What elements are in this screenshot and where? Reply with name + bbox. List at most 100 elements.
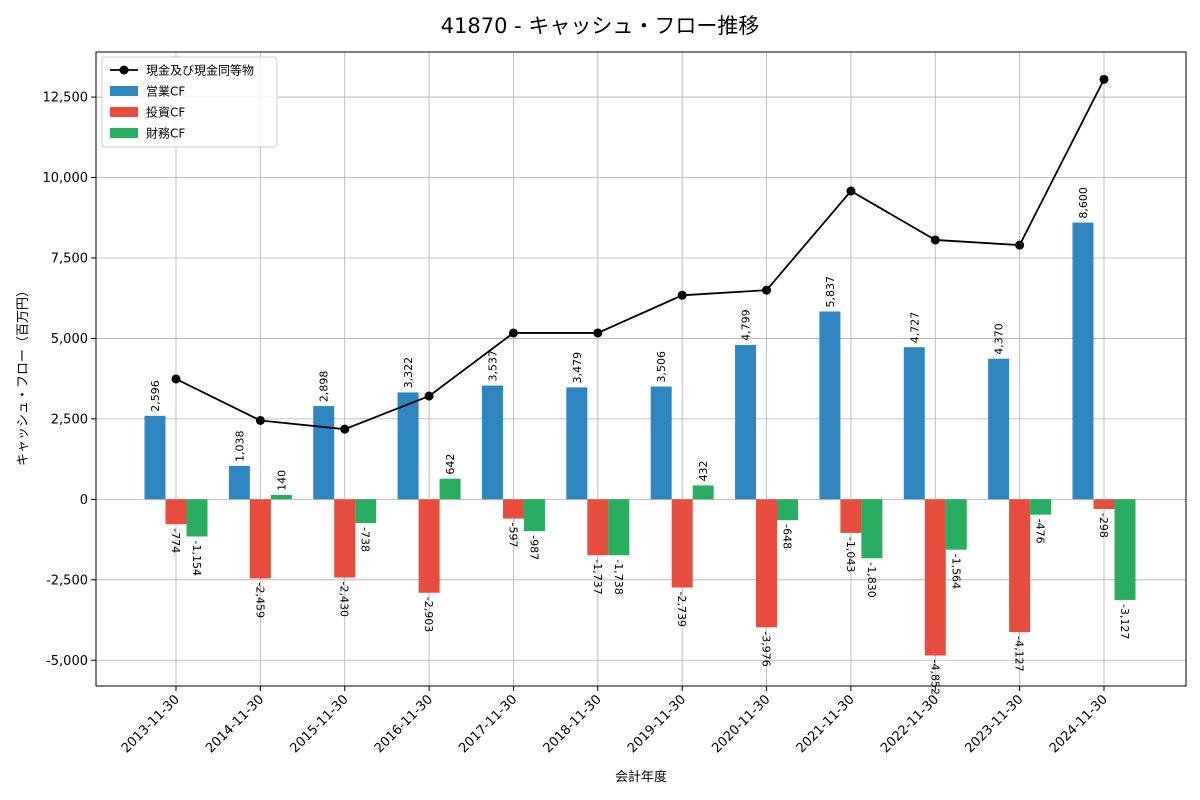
legend-bar-swatch [110,86,138,96]
bar-営業CF [903,347,925,500]
data-label: -1,738 [612,559,625,594]
data-label: -298 [1097,513,1110,538]
data-label: 5,837 [824,276,837,308]
legend-label: 現金及び現金同等物 [146,63,254,78]
bar-営業CF [1072,222,1094,500]
bar-財務CF [1030,499,1052,515]
data-label: 432 [697,460,710,481]
bar-財務CF [439,478,461,500]
bar-財務CF [608,499,630,556]
bar-財務CF [1114,499,1136,600]
data-label: -3,976 [760,631,773,666]
cash-point [1099,74,1109,84]
line-layer [171,74,1109,434]
x-tick-label: 2021-11-30 [794,692,858,756]
data-label: 4,370 [993,323,1006,355]
bar-財務CF [355,499,377,524]
x-tick-label: 2019-11-30 [625,692,689,756]
bar-投資CF [165,499,187,525]
cash-point [1015,240,1025,250]
bar-投資CF [334,499,356,578]
data-label: 3,506 [655,351,668,383]
data-label: -1,830 [865,562,878,597]
legend-label: 営業CF [146,85,185,99]
y-tick-label: 2,500 [51,412,88,427]
chart-title: 41870 - キャッシュ・フロー推移 [441,14,760,38]
data-label: -648 [781,524,794,549]
bar-財務CF [692,485,714,500]
y-tick-label: 0 [80,493,88,508]
cash-point [762,285,772,295]
x-axis-label: 会計年度 [615,769,667,785]
bar-営業CF [735,344,757,500]
data-label: -2,739 [675,591,688,626]
data-label: 3,537 [486,350,499,382]
bar-営業CF [988,358,1010,500]
y-tick-label: 10,000 [43,171,89,186]
bar-投資CF [1009,499,1031,633]
data-label: -774 [169,528,182,553]
cash-line [175,78,1105,431]
cash-point [930,235,940,245]
y-tick-label: 12,500 [43,91,89,106]
x-tick-label: 2024-11-30 [1047,692,1111,756]
grid-layer [96,52,1186,686]
data-label: -476 [1034,519,1047,544]
bar-投資CF [756,499,778,628]
legend-bar-swatch [110,128,138,138]
y-tick-label: 7,500 [51,251,88,266]
x-tick-label: 2016-11-30 [372,692,436,756]
cash-point [424,391,434,401]
bar-財務CF [945,499,967,550]
bar-営業CF [228,465,250,500]
x-tick-label: 2015-11-30 [288,692,352,756]
x-tick-label: 2013-11-30 [119,692,183,756]
bar-財務CF [861,499,883,559]
bar-営業CF [144,415,166,500]
data-label: 3,479 [571,352,584,384]
bar-営業CF [481,385,503,500]
x-tick-label: 2020-11-30 [709,692,773,756]
legend-box [101,56,278,148]
legend-marker-swatch [119,65,129,75]
data-label: 4,799 [740,309,753,341]
bar-営業CF [819,311,841,500]
y-axis-label: キャッシュ・フロー（百万円） [16,284,31,466]
x-tick-label: 2023-11-30 [962,692,1026,756]
data-label: 3,322 [402,357,415,389]
cash-point [677,290,687,300]
x-tick-label: 2014-11-30 [203,692,267,756]
bar-財務CF [523,499,545,532]
data-label: -4,127 [1013,636,1026,671]
x-tick-label: 2017-11-30 [456,692,520,756]
cash-point [340,424,350,434]
data-label: 140 [275,470,288,491]
bar-営業CF [397,392,419,500]
bar-営業CF [650,386,672,500]
data-label: -1,564 [949,554,962,589]
bar-営業CF [313,406,335,500]
plot-frame [95,51,1187,687]
data-label: -3,127 [1118,604,1131,639]
data-label: -738 [359,527,372,552]
bar-投資CF [249,499,271,579]
bar-投資CF [587,499,609,556]
data-label: -597 [506,523,519,548]
bar-財務CF [186,499,208,537]
bars-layer [144,222,1136,656]
bar-財務CF [270,494,292,500]
bar-投資CF [671,499,693,588]
cash-point [593,328,603,338]
bar-投資CF [502,499,524,519]
cash-point [255,415,265,425]
data-label: -987 [527,535,540,560]
bar-投資CF [840,499,862,533]
data-label: 8,600 [1077,187,1090,219]
cash-point [508,328,518,338]
data-labels-layer: 2,596 1,038 2,898 3,322 3,537 3,479 3,506 4,799… [149,187,1131,695]
cash-point [846,186,856,196]
data-label: -2,459 [253,582,266,617]
